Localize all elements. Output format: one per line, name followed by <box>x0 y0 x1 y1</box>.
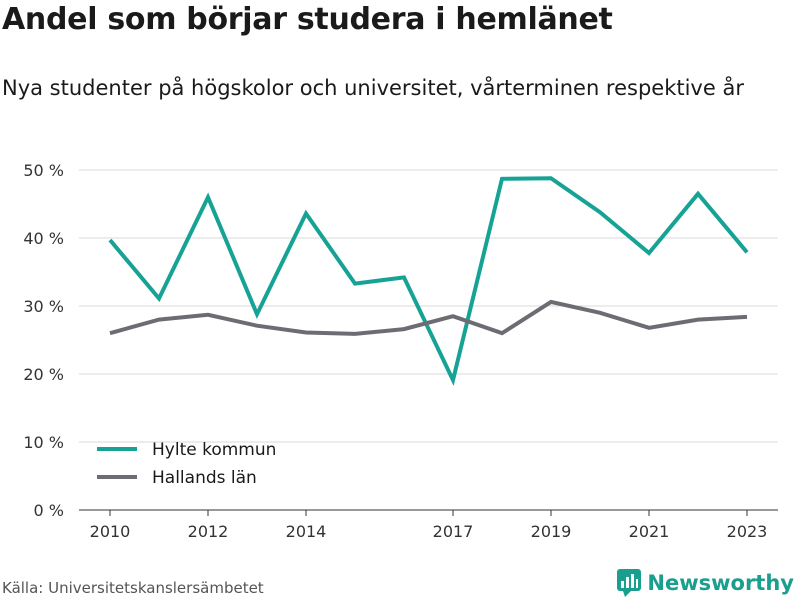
y-tick-label: 20 % <box>23 365 64 384</box>
y-tick-label: 30 % <box>23 297 64 316</box>
source-note: Källa: Universitetskanslersämbetet <box>2 579 264 597</box>
legend-label: Hallands län <box>152 468 257 488</box>
x-tick-label: 2017 <box>433 522 474 541</box>
y-tick-label: 0 % <box>34 501 64 520</box>
x-tick-label: 2010 <box>90 522 131 541</box>
y-tick-label: 10 % <box>23 433 64 452</box>
y-axis-ticks: 0 % 10 % 20 % 30 % 40 % 50 % <box>23 161 64 520</box>
gridlines <box>79 169 778 443</box>
x-tick-label: 2012 <box>188 522 229 541</box>
legend-label: Hylte kommun <box>152 440 276 460</box>
x-tick-label: 2014 <box>286 522 327 541</box>
x-tick-label: 2019 <box>531 522 572 541</box>
chart-subtitle: Nya studenter på högskolor och universit… <box>2 76 744 100</box>
y-tick-label: 50 % <box>23 161 64 180</box>
chart-title: Andel som börjar studera i hemlänet <box>2 2 613 37</box>
brand-name: Newsworthy <box>647 571 794 595</box>
series-line-hallands-län <box>109 299 748 336</box>
y-tick-label: 40 % <box>23 229 64 248</box>
series-line-hylte-kommun <box>108 176 749 387</box>
x-tick-label: 2021 <box>629 522 670 541</box>
x-tick-label: 2023 <box>727 522 768 541</box>
newsworthy-bar-chart-logo-icon <box>617 569 642 597</box>
newsworthy-logo: Newsworthy <box>617 569 794 597</box>
x-axis-ticks: 2010 2012 2014 2017 2019 2021 2023 <box>90 510 768 541</box>
line-chart: 0 % 10 % 20 % 30 % 40 % 50 % 2010 2012 2014 2017… <box>23 161 778 541</box>
series-lines <box>108 176 749 387</box>
legend: Hylte kommun Hallands län <box>97 440 276 488</box>
